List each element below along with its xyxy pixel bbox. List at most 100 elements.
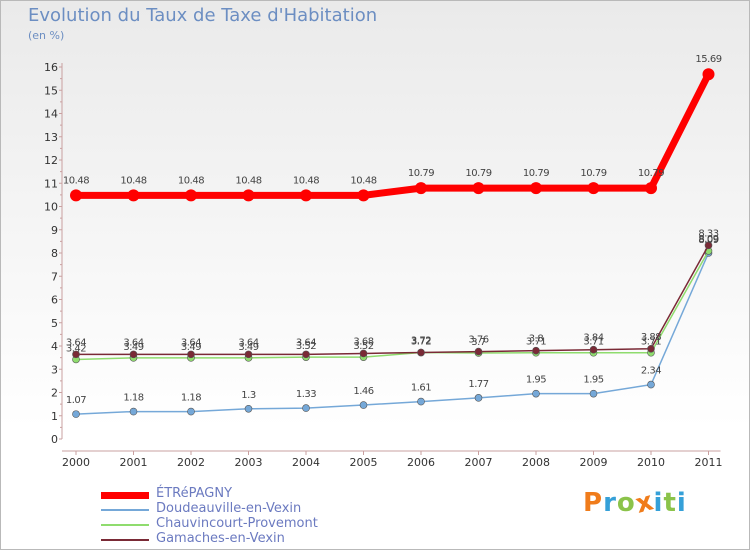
data-label: 3.52 <box>296 341 316 352</box>
series-line <box>76 244 710 356</box>
x-tick-label: 2001 <box>120 456 148 469</box>
y-tick-label: 14 <box>44 108 58 121</box>
data-point <box>72 350 80 359</box>
data-label: 10.79 <box>638 168 664 179</box>
y-tick-label: 3 <box>51 363 58 376</box>
series-2 <box>72 249 713 418</box>
data-point <box>129 407 138 416</box>
data-point <box>474 394 483 402</box>
data-label: 10.79 <box>465 168 491 179</box>
data-label: 1.3 <box>241 390 256 401</box>
data-point <box>187 407 195 416</box>
x-tick-label: 2002 <box>177 456 205 469</box>
y-tick-label: 5 <box>51 317 58 330</box>
x-tick-label: 2007 <box>465 456 493 469</box>
data-label: 3.52 <box>353 341 373 352</box>
data-point <box>302 350 310 359</box>
data-label: 10.48 <box>235 175 261 186</box>
data-point <box>589 345 598 354</box>
data-label: 10.48 <box>293 175 319 186</box>
data-point <box>185 189 197 202</box>
logo-letter: i <box>676 488 687 518</box>
data-point <box>647 344 655 353</box>
data-point <box>587 182 600 195</box>
y-tick-label: 9 <box>51 224 58 237</box>
x-tick-label: 2004 <box>292 456 320 469</box>
data-label: 1.07 <box>66 395 86 406</box>
data-label: 3.8 <box>529 334 544 345</box>
x-tick-label: 2000 <box>62 456 90 469</box>
data-label: 8.09 <box>698 235 718 246</box>
data-point <box>302 404 310 412</box>
legend-label: ÉTRéPAGNY <box>156 486 233 501</box>
y-tick-label: 0 <box>51 433 58 446</box>
y-tick-label: 4 <box>51 340 58 353</box>
data-point <box>702 68 715 81</box>
data-label: 1.95 <box>526 375 546 386</box>
data-label: 10.48 <box>178 175 204 186</box>
logo-letter: o <box>616 488 636 518</box>
data-point <box>127 189 140 202</box>
legend-swatch <box>101 491 149 499</box>
logo-letter: t <box>663 488 677 518</box>
data-point <box>359 349 368 358</box>
data-label: 3.49 <box>181 342 201 353</box>
data-point <box>530 182 542 195</box>
data-label: 3.71 <box>641 337 661 348</box>
data-label: 3.64 <box>296 337 316 348</box>
data-label: 3.72 <box>411 337 431 348</box>
x-tick-label: 2003 <box>235 456 263 469</box>
data-label: 3.64 <box>123 337 143 348</box>
series-1 <box>70 68 715 202</box>
data-point <box>647 380 655 389</box>
series-line <box>75 250 710 361</box>
legend-label: Chauvincourt-Provemont <box>156 516 318 531</box>
data-label: 15.69 <box>695 54 721 65</box>
data-point <box>704 241 713 250</box>
x-tick-label: 2006 <box>407 456 435 469</box>
legend-swatch <box>101 539 149 541</box>
data-label: 1.77 <box>468 379 488 390</box>
y-tick-label: 11 <box>44 177 58 190</box>
chart-title: Evolution du Taux de Taxe d'Habitation <box>28 5 378 26</box>
x-tick-label: 2005 <box>350 456 378 469</box>
data-label: 1.33 <box>296 389 316 400</box>
data-label: 10.48 <box>350 175 376 186</box>
data-label: 1.95 <box>583 375 603 386</box>
series-line <box>76 72 712 199</box>
logo-letter: P <box>583 488 604 518</box>
data-label: 10.48 <box>120 175 146 186</box>
data-label: 3.71 <box>583 337 603 348</box>
series-line <box>75 252 710 415</box>
data-label: 3.49 <box>238 342 258 353</box>
data-point <box>532 346 540 355</box>
data-point <box>244 350 253 359</box>
data-point <box>357 189 370 202</box>
y-tick-label: 6 <box>51 294 58 307</box>
legend-swatch <box>101 524 149 526</box>
data-label: 3.64 <box>66 337 86 348</box>
legend-label: Gamaches-en-Vexin <box>156 531 285 546</box>
data-label: 8.09 <box>698 234 718 245</box>
x-tick-label: 2008 <box>522 456 550 469</box>
y-tick-label: 15 <box>44 84 58 97</box>
y-tick-label: 8 <box>51 247 58 260</box>
data-label: 1.18 <box>181 393 201 404</box>
data-label: 1.61 <box>411 383 431 394</box>
data-label: 3.71 <box>526 337 546 348</box>
series-4 <box>72 241 713 359</box>
data-label: 2.34 <box>641 366 661 377</box>
data-point <box>359 401 368 409</box>
x-tick-label: 2011 <box>695 456 723 469</box>
y-tick-label: 7 <box>51 270 58 283</box>
data-label: 1.46 <box>353 386 373 397</box>
legend-label: Doudeauville-en-Vexin <box>156 501 302 516</box>
data-point <box>244 404 253 413</box>
y-tick-label: 16 <box>44 61 58 74</box>
y-tick-label: 10 <box>44 201 58 214</box>
data-label: 1.18 <box>123 393 143 404</box>
x-tick-label: 2009 <box>580 456 608 469</box>
data-label: 3.7 <box>471 337 486 348</box>
